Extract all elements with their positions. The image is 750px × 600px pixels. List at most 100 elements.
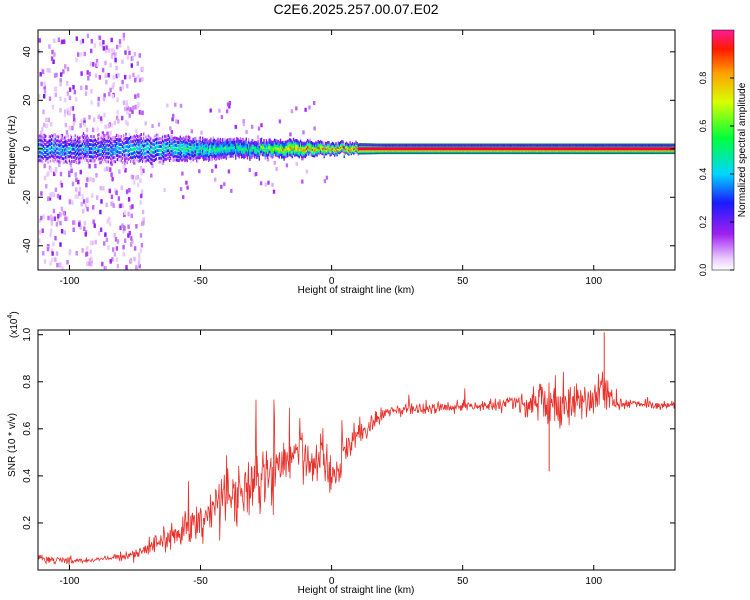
spectrogram-ridge-cell (51, 138, 53, 142)
spectrogram-ridge-cell (283, 143, 285, 147)
spectrogram-ridge-cell (92, 136, 94, 140)
spectrogram-ridge-cell (476, 143, 479, 147)
spectrogram-ridge-cell (204, 144, 206, 148)
spectrogram-ridge-cell (314, 150, 316, 154)
spectrogram-noise-cell (97, 102, 100, 107)
spectrogram-ridge-cell (248, 150, 250, 154)
spectrogram-ridge-cell (454, 143, 456, 147)
spectrogram-ridge-cell (244, 147, 246, 151)
spectrogram-ridge-cell (270, 147, 272, 151)
spectrogram-ridge-cell (250, 141, 252, 145)
spectrogram-ridge-cell (296, 141, 298, 145)
spectrogram-noise-cell (275, 166, 278, 171)
spectrogram-ridge-cell (259, 152, 262, 156)
spectrogram-ridge-cell (316, 148, 318, 151)
spectrogram-ridge-cell (299, 146, 302, 150)
spectrogram-noise-cell (131, 204, 134, 209)
spectrogram-ridge-cell (214, 148, 217, 152)
spectrogram-ridge-cell (53, 159, 55, 163)
spectrogram-noise-cell (69, 163, 73, 168)
spectrogram-ridge-cell (236, 147, 238, 151)
spectrogram-ridge-cell (148, 135, 151, 139)
spectrogram-ridge-cell (86, 154, 88, 158)
colorbar-label: Normalized spectral amplitude (737, 82, 748, 217)
spectrogram-ridge-cell (373, 143, 375, 147)
spectrogram-ridge-cell (85, 148, 87, 152)
spectrogram-noise-cell (57, 214, 60, 219)
spectrogram-noise-cell (49, 261, 52, 266)
spectrogram-noise-cell (135, 265, 138, 270)
spectrogram-ridge-cell (315, 152, 317, 156)
spectrogram-ridge-cell (105, 136, 107, 139)
spectrogram-ridge-cell (203, 154, 205, 158)
spectrogram-ridge-cell (264, 144, 266, 148)
spectrogram-noise-cell (38, 238, 41, 243)
spectrogram-ridge-cell (399, 143, 401, 147)
spectrogram-ridge-cell (330, 144, 332, 148)
spectrogram-noise-cell (68, 126, 71, 131)
spectrogram-ridge-cell (62, 153, 65, 157)
spectrogram-ridge-cell (588, 143, 591, 147)
spectrogram-noise-cell (49, 228, 53, 234)
spectrogram-ridge-cell (167, 134, 170, 138)
spectrogram-ridge-cell (130, 152, 132, 155)
spectrogram-ridge-cell (180, 154, 183, 158)
spectrogram-ridge-cell (107, 136, 109, 140)
spectrogram-ridge-cell (261, 149, 263, 153)
spectrogram-ridge-cell (171, 142, 173, 146)
spectrogram-noise-cell (63, 230, 66, 235)
spectrogram-ridge-cell (463, 143, 466, 147)
spectrogram-noise-cell (82, 199, 86, 204)
spectrogram-ridge-cell (297, 140, 299, 144)
spectrogram-ridge-cell (524, 143, 526, 147)
spectrogram-ridge-cell (91, 159, 93, 163)
spectrogram-ridge-cell (323, 155, 325, 159)
spectrogram-noise-cell (68, 111, 71, 116)
spectrogram-noise-cell (100, 141, 103, 146)
spectrogram-ridge-cell (318, 144, 321, 148)
spectrogram-ridge-cell (163, 140, 165, 144)
spectrogram-ridge-cell (360, 143, 362, 147)
spectrogram-noise-cell (305, 169, 309, 174)
spectrogram-ridge-cell (330, 149, 332, 153)
spectrogram-ridge-cell (279, 153, 282, 157)
spectrogram-noise-cell (85, 251, 89, 256)
spectrogram-ridge-cell (166, 156, 168, 160)
spectrogram-ridge-cell (304, 153, 306, 156)
spectrogram-ridge-cell (84, 146, 86, 150)
spectrogram-noise-cell (228, 104, 231, 109)
spectrogram-ridge-cell (135, 150, 138, 154)
spectrogram-ridge-cell (106, 139, 108, 143)
spectrogram-ridge-cell (151, 138, 153, 142)
spectrogram-ridge-cell (330, 146, 332, 150)
spectrogram-ridge-cell (272, 152, 275, 156)
spectrogram-noise-cell (88, 115, 91, 120)
spectrogram-ridge-cell (93, 135, 95, 138)
spectrogram-ridge-cell (242, 149, 244, 153)
spectrogram-ridge-cell (79, 152, 81, 156)
spectrogram-ridge-cell (66, 149, 68, 153)
spectrogram-ridge-cell (104, 142, 106, 145)
spectrogram-ridge-cell (653, 143, 656, 147)
spectrogram-ridge-cell (72, 143, 74, 147)
spectrogram-ridge-cell (61, 136, 63, 140)
spectrogram-ridge-cell (132, 156, 134, 159)
spectrogram-ridge-cell (226, 152, 229, 156)
spectrogram-ridge-cell (81, 159, 83, 162)
spectrogram-ridge-cell (288, 141, 290, 145)
spectrogram-noise-cell (59, 171, 63, 177)
spectrogram-ridge-cell (312, 148, 315, 152)
spectrogram-ridge-cell (140, 133, 142, 136)
spectrogram-ridge-cell (219, 137, 222, 141)
spectrogram-ridge-cell (232, 154, 234, 158)
spectrogram-ridge-cell (40, 139, 42, 143)
spectrogram-ridge-cell (47, 152, 49, 156)
spectrogram-ridge-cell (533, 143, 535, 147)
spectrogram-ridge-cell (330, 151, 332, 155)
spectrogram-noise-cell (81, 194, 84, 199)
spectrogram-ridge-cell (178, 155, 180, 159)
spectrogram-ridge-cell (133, 154, 135, 158)
spectrogram-ridge-cell (263, 148, 265, 152)
spectrogram-ridge-cell (41, 147, 43, 151)
spectrogram-ridge-cell (212, 136, 214, 140)
